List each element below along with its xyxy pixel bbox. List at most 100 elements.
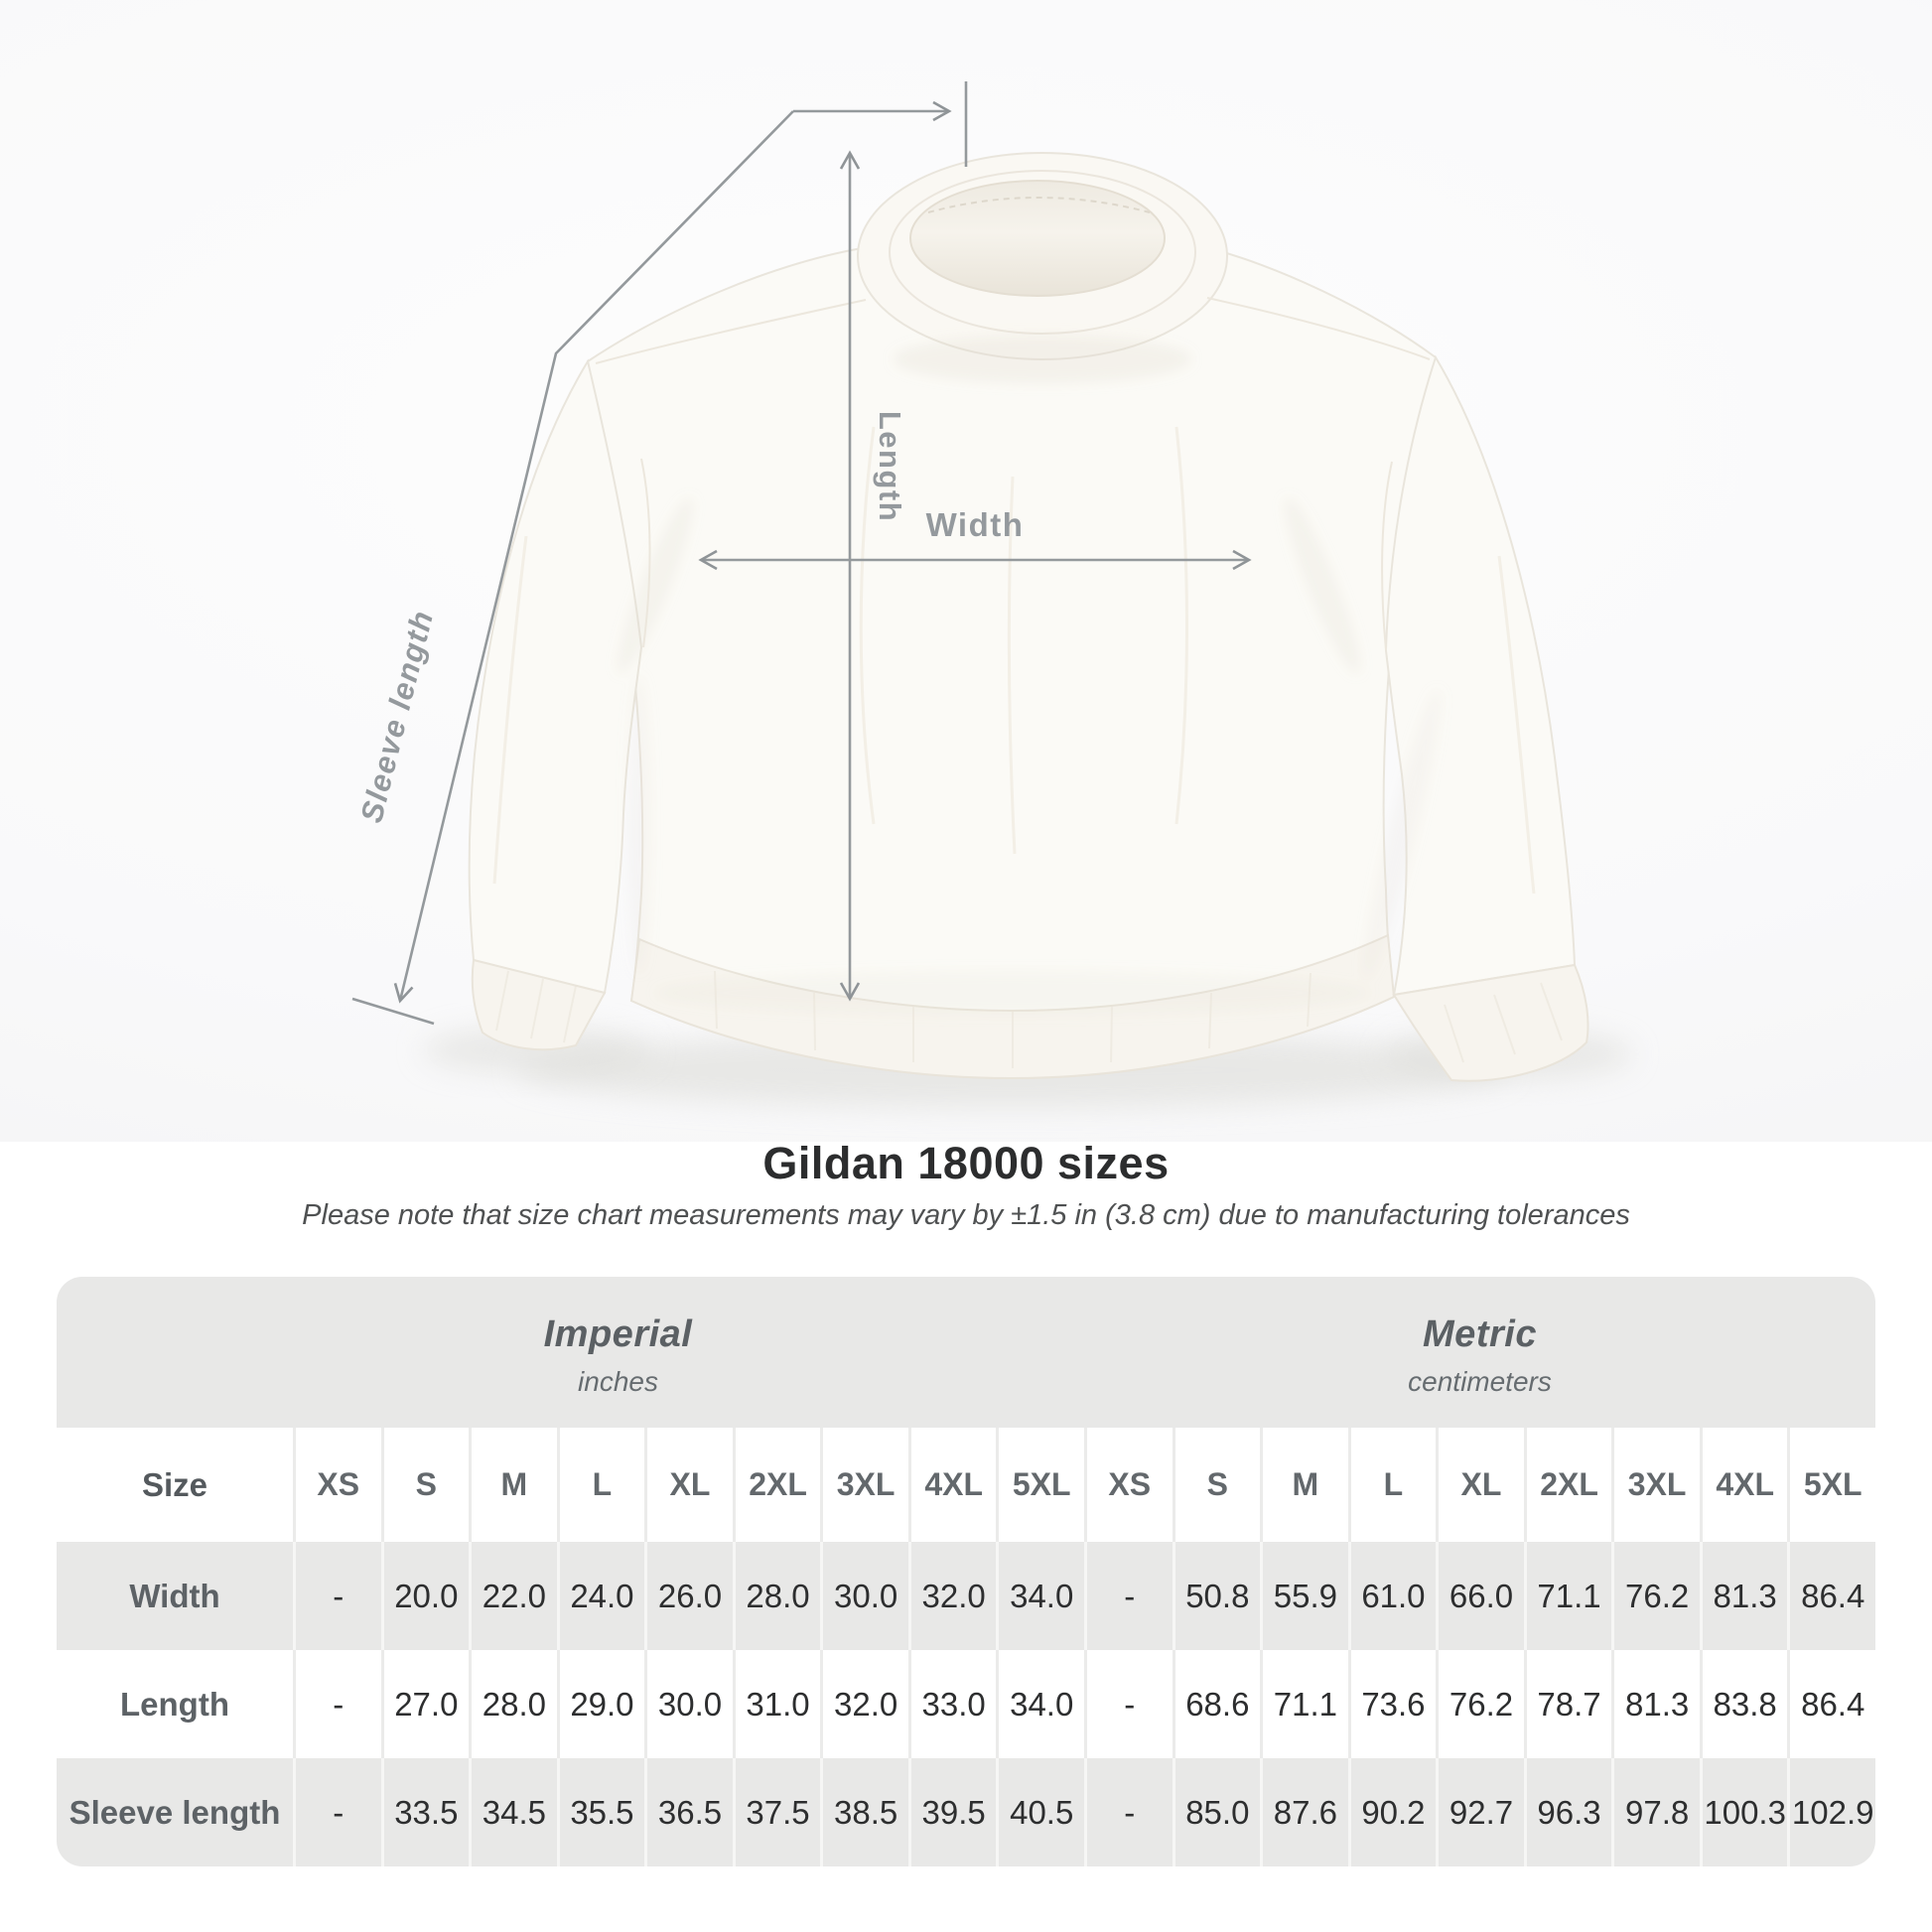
metric-value: 61.0: [1347, 1542, 1437, 1650]
size-header-metric: 2XL: [1523, 1428, 1612, 1542]
size-table: Imperial inches Metric centimeters Size X…: [57, 1277, 1875, 1866]
metric-value: 50.8: [1172, 1542, 1261, 1650]
imperial-value: 32.0: [820, 1650, 908, 1758]
imperial-value: 33.0: [907, 1650, 997, 1758]
imperial-value: 29.0: [556, 1650, 645, 1758]
imperial-value: 28.0: [469, 1650, 557, 1758]
rib-lines: [495, 970, 1563, 1068]
chart-heading: Gildan 18000 sizes Please note that size…: [0, 1138, 1932, 1232]
imperial-value: 38.5: [820, 1758, 908, 1866]
metric-value: 87.6: [1260, 1758, 1348, 1866]
imperial-value: 31.0: [732, 1650, 821, 1758]
size-grid: Size XS S M L XL 2XL 3XL 4XL 5XL XS S M L XL 2XL 3XL 4XL 5…: [57, 1428, 1875, 1866]
metric-value: 92.7: [1436, 1758, 1524, 1866]
metric-unit: centimeters: [1408, 1365, 1552, 1397]
imperial-value: 35.5: [556, 1758, 645, 1866]
neck-opening: [909, 180, 1166, 297]
metric-value: 73.6: [1347, 1650, 1437, 1758]
length-arrow: Length: [839, 150, 907, 1002]
metric-value: 100.3: [1699, 1758, 1788, 1866]
imperial-value: 34.0: [996, 1542, 1084, 1650]
size-header-imperial: XS: [293, 1428, 381, 1542]
metric-value: -: [1084, 1542, 1173, 1650]
metric-value: 96.3: [1523, 1758, 1612, 1866]
sleeve-end-tick-bottom: [351, 997, 435, 1026]
sleeve-length-label: Sleeve length: [353, 607, 440, 826]
metric-value: 97.8: [1611, 1758, 1700, 1866]
metric-value: 90.2: [1347, 1758, 1437, 1866]
imperial-value: 40.5: [996, 1758, 1084, 1866]
metric-value: 102.9: [1787, 1758, 1875, 1866]
metric-value: -: [1084, 1758, 1173, 1866]
unit-header-band: Imperial inches Metric centimeters: [57, 1277, 1875, 1428]
imperial-value: 36.5: [644, 1758, 733, 1866]
imperial-value: 20.0: [380, 1542, 470, 1650]
imperial-value: 24.0: [556, 1542, 645, 1650]
row-label: Length: [120, 1685, 229, 1723]
metric-value: 81.3: [1699, 1542, 1788, 1650]
metric-value: 81.3: [1611, 1650, 1700, 1758]
product-photo: Sleeve length Length Width: [0, 0, 1932, 1142]
imperial-value: -: [293, 1650, 381, 1758]
metric-value: 76.2: [1436, 1650, 1524, 1758]
size-header-imperial: M: [469, 1428, 557, 1542]
sweatshirt-illustration: [468, 152, 1589, 1082]
length-label: Length: [873, 411, 907, 522]
size-header-metric: S: [1172, 1428, 1261, 1542]
imperial-value: 28.0: [732, 1542, 821, 1650]
imperial-value: -: [293, 1758, 381, 1866]
size-column-header: Size: [141, 1465, 208, 1503]
size-header-imperial: XL: [644, 1428, 733, 1542]
page-title: Gildan 18000 sizes: [762, 1138, 1170, 1188]
collar-rib-line: [889, 170, 1196, 335]
row-label: Sleeve length: [69, 1793, 281, 1831]
size-header-metric: 3XL: [1611, 1428, 1700, 1542]
size-header-imperial: 5XL: [996, 1428, 1084, 1542]
imperial-value: 39.5: [907, 1758, 997, 1866]
imperial-title: Imperial: [543, 1312, 693, 1355]
metric-value: 85.0: [1172, 1758, 1261, 1866]
size-header-metric: 4XL: [1699, 1428, 1788, 1542]
metric-value: 71.1: [1260, 1650, 1348, 1758]
metric-value: 71.1: [1523, 1542, 1612, 1650]
width-arrow: Width: [698, 506, 1252, 571]
size-header-row: Size XS S M L XL 2XL 3XL 4XL 5XL XS S M L XL 2XL 3XL 4XL 5…: [57, 1428, 1875, 1542]
left-sleeve: [468, 358, 643, 995]
imperial-value: 33.5: [380, 1758, 470, 1866]
size-header-metric: 5XL: [1787, 1428, 1875, 1542]
size-header-imperial: 3XL: [820, 1428, 908, 1542]
size-header-metric: M: [1260, 1428, 1348, 1542]
imperial-value: 30.0: [644, 1650, 733, 1758]
metric-value: 68.6: [1172, 1650, 1261, 1758]
imperial-value: 26.0: [644, 1542, 733, 1650]
seam-lines: [595, 297, 1431, 651]
imperial-unit: inches: [578, 1365, 658, 1397]
metric-value: 86.4: [1787, 1650, 1875, 1758]
sweatshirt-diagram: Sleeve length Length Width: [351, 81, 1633, 1108]
metric-value: 76.2: [1611, 1542, 1700, 1650]
metric-value: 66.0: [1436, 1542, 1524, 1650]
imperial-group-header: Imperial inches: [104, 1277, 1132, 1428]
right-cuff: [1392, 963, 1589, 1082]
imperial-value: 22.0: [469, 1542, 557, 1650]
metric-value: 55.9: [1260, 1542, 1348, 1650]
metric-value: 83.8: [1699, 1650, 1788, 1758]
size-header-metric: XS: [1084, 1428, 1173, 1542]
imperial-value: 27.0: [380, 1650, 470, 1758]
measurement-row: Width -20.0 22.0 24.0 26.0 28.0 30.0 32.0 34.0-5…: [57, 1542, 1875, 1650]
imperial-value: 34.0: [996, 1650, 1084, 1758]
metric-title: Metric: [1423, 1312, 1537, 1355]
metric-value: 86.4: [1787, 1542, 1875, 1650]
metric-group-header: Metric centimeters: [1084, 1277, 1875, 1428]
fabric-creases: [492, 426, 1536, 895]
metric-value: -: [1084, 1650, 1173, 1758]
fabric-shading: [618, 336, 1441, 1015]
imperial-value: 30.0: [820, 1542, 908, 1650]
size-header-imperial: 2XL: [732, 1428, 821, 1542]
measurement-row: Length -27.0 28.0 29.0 30.0 31.0 32.0 33.0 34.0-…: [57, 1650, 1875, 1758]
imperial-value: 34.5: [469, 1758, 557, 1866]
width-label: Width: [926, 506, 1025, 543]
imperial-value: 32.0: [907, 1542, 997, 1650]
metric-value: 78.7: [1523, 1650, 1612, 1758]
